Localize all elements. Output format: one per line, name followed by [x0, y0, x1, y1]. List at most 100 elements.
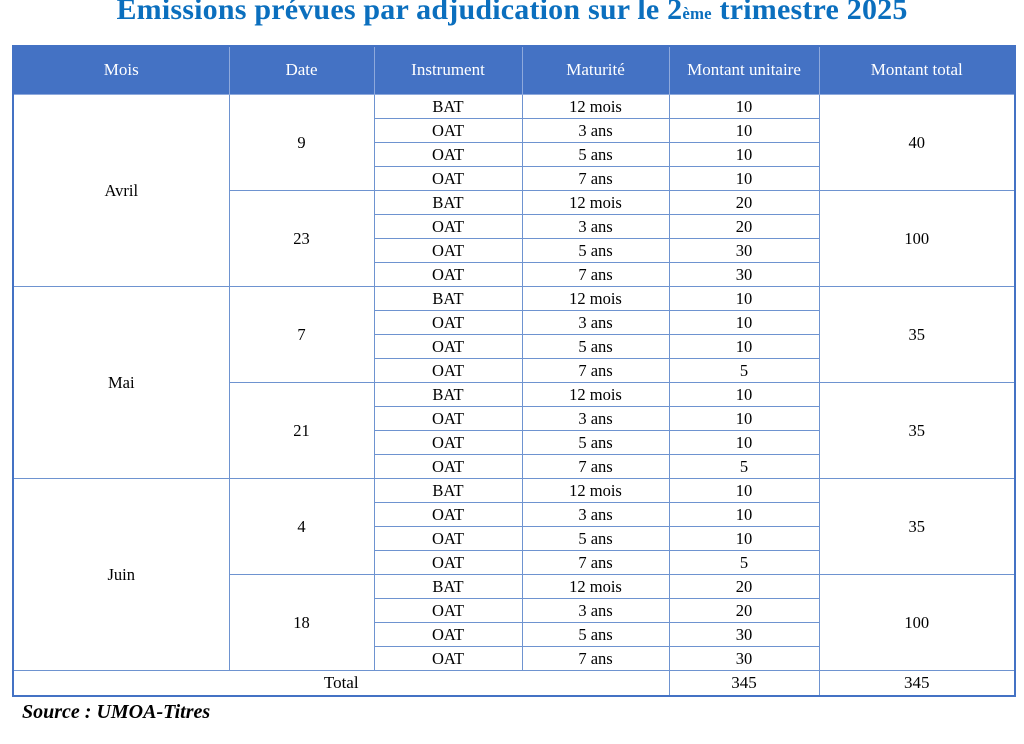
instrument-cell: OAT	[373, 622, 523, 647]
unit-amount-cell: 10	[668, 142, 820, 167]
unit-amount-cell: 10	[668, 382, 820, 407]
instrument-cell: OAT	[373, 334, 523, 359]
page-title-ordinal: ème	[682, 4, 712, 23]
instrument-cell: OAT	[373, 166, 523, 191]
maturity-cell: 7 ans	[521, 166, 670, 191]
grand-total-cell: 345	[818, 670, 1016, 697]
source-note: Source : UMOA-Titres	[22, 701, 211, 723]
date-cell: 7	[228, 286, 375, 383]
header-maturite: Maturité	[521, 45, 670, 95]
unit-amount-cell: 10	[668, 94, 820, 119]
date-cell: 21	[228, 382, 375, 479]
table-footer: Total 345 345	[12, 670, 1016, 697]
table-row: OAT 3 ans 10	[13, 118, 1015, 143]
unit-amount-cell: 10	[668, 334, 820, 359]
maturity-cell: 12 mois	[521, 574, 670, 599]
instrument-cell: OAT	[373, 262, 523, 287]
table-body: Avril 9 BAT 12 mois 10 40 OAT 3 ans 10 OAT 5 ans 10…	[12, 94, 1016, 671]
unit-amount-cell: 20	[668, 574, 820, 599]
table-row: OAT 5 ans 30	[13, 238, 1015, 263]
instrument-cell: BAT	[373, 286, 523, 311]
instrument-cell: OAT	[373, 454, 523, 479]
maturity-cell: 12 mois	[521, 190, 670, 215]
header-montant-unitaire: Montant unitaire	[668, 45, 820, 95]
table-row: OAT 3 ans 20	[13, 214, 1015, 239]
table-row: Mai 7 BAT 12 mois 10 35	[12, 286, 1016, 479]
instrument-cell: OAT	[373, 598, 523, 623]
table-row: OAT 5 ans 10	[13, 526, 1015, 551]
maturity-cell: 3 ans	[521, 502, 670, 527]
date-cell: 23	[228, 190, 375, 287]
table-row: OAT 3 ans 20	[13, 598, 1015, 623]
unit-amount-cell: 5	[668, 550, 820, 575]
unit-amount-cell: 10	[668, 478, 820, 503]
table-row: OAT 5 ans 10	[13, 430, 1015, 455]
header-instrument: Instrument	[373, 45, 523, 95]
table-row: OAT 5 ans 10	[13, 142, 1015, 167]
unit-amount-cell: 30	[668, 646, 820, 671]
instrument-cell: OAT	[373, 646, 523, 671]
unit-amount-cell: 5	[668, 454, 820, 479]
maturity-cell: 5 ans	[521, 238, 670, 263]
instrument-cell: BAT	[373, 190, 523, 215]
instrument-cell: OAT	[373, 214, 523, 239]
page-title-prefix: Émissions prévues par adjudication sur l…	[116, 0, 683, 26]
header-montant-total: Montant total	[818, 45, 1016, 95]
unit-amount-cell: 10	[668, 406, 820, 431]
date-cell: 9	[228, 94, 375, 191]
table-row: OAT 7 ans 5	[13, 454, 1015, 479]
table-row: OAT 7 ans 30	[13, 646, 1015, 671]
unit-amount-cell: 30	[668, 238, 820, 263]
month-cell: Juin	[12, 478, 230, 671]
instrument-cell: OAT	[373, 502, 523, 527]
unit-amount-cell: 10	[668, 166, 820, 191]
page-title-suffix: trimestre 2025	[711, 0, 908, 26]
unit-amount-cell: 10	[668, 430, 820, 455]
maturity-cell: 5 ans	[521, 526, 670, 551]
maturity-cell: 12 mois	[521, 94, 670, 119]
instrument-cell: BAT	[373, 574, 523, 599]
maturity-cell: 12 mois	[521, 382, 670, 407]
instrument-cell: BAT	[373, 94, 523, 119]
unit-amount-cell: 20	[668, 214, 820, 239]
table-row: 23 BAT 12 mois 20 100	[13, 190, 1016, 287]
unit-amount-cell: 20	[668, 598, 820, 623]
month-cell: Mai	[12, 286, 230, 479]
table-row: OAT 7 ans 30	[13, 262, 1015, 287]
instrument-cell: OAT	[373, 406, 523, 431]
auction-total-cell: 35	[818, 478, 1016, 575]
unit-amount-cell: 30	[668, 262, 820, 287]
total-unit-amount-cell: 345	[668, 670, 820, 697]
auction-total-cell: 40	[818, 94, 1016, 191]
unit-amount-cell: 30	[668, 622, 820, 647]
maturity-cell: 12 mois	[521, 286, 670, 311]
instrument-cell: OAT	[373, 238, 523, 263]
auction-total-cell: 100	[818, 190, 1016, 287]
table-row: OAT 7 ans 10	[13, 166, 1015, 191]
emissions-table: Mois Date Instrument Maturité Montant un…	[12, 45, 1016, 697]
table-row: OAT 5 ans 10	[13, 334, 1015, 359]
table-row: Juin 4 BAT 12 mois 10 35	[12, 478, 1016, 671]
table-row: OAT 3 ans 10	[13, 502, 1015, 527]
table-row: OAT 3 ans 10	[13, 406, 1015, 431]
header-mois: Mois	[12, 45, 230, 95]
maturity-cell: 7 ans	[521, 646, 670, 671]
unit-amount-cell: 10	[668, 526, 820, 551]
total-row: Total 345 345	[12, 670, 1016, 697]
maturity-cell: 5 ans	[521, 430, 670, 455]
table-row: 18 BAT 12 mois 20 100	[13, 574, 1016, 671]
maturity-cell: 7 ans	[521, 262, 670, 287]
unit-amount-cell: 10	[668, 310, 820, 335]
maturity-cell: 5 ans	[521, 334, 670, 359]
unit-amount-cell: 10	[668, 286, 820, 311]
unit-amount-cell: 10	[668, 118, 820, 143]
instrument-cell: BAT	[373, 478, 523, 503]
maturity-cell: 7 ans	[521, 454, 670, 479]
maturity-cell: 3 ans	[521, 406, 670, 431]
table-row: OAT 7 ans 5	[13, 358, 1015, 383]
maturity-cell: 7 ans	[521, 550, 670, 575]
total-label-cell: Total	[12, 670, 670, 697]
table-row: Avril 9 BAT 12 mois 10 40	[12, 94, 1016, 287]
page-title: Émissions prévues par adjudication sur l…	[0, 0, 1024, 28]
unit-amount-cell: 10	[668, 502, 820, 527]
